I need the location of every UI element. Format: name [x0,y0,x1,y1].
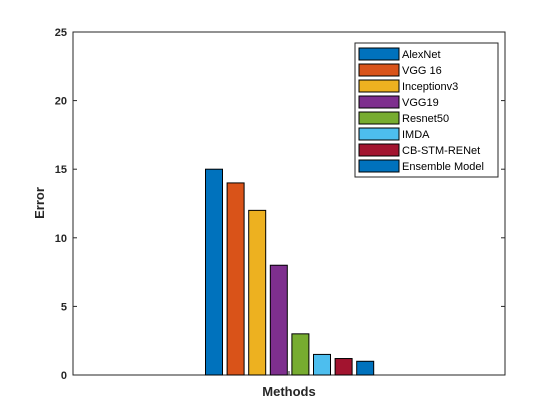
y-tick-label: 15 [55,164,67,176]
legend-swatch [358,63,400,77]
bar-alexnet [205,168,223,376]
legend-swatch [358,143,400,157]
y-tick-label: 25 [55,27,67,39]
y-tick-label: 0 [61,370,67,382]
bar-vgg19 [269,264,288,376]
legend-swatch [358,79,400,93]
legend-entry: CB-STM-RENet [402,145,480,157]
legend-entry: Resnet50 [402,113,449,125]
bar-imda [313,353,331,376]
legend-entry: AlexNet [402,49,441,61]
bar-inceptionv3 [248,209,267,376]
legend-entry: Inceptionv3 [402,81,458,93]
bar-cb-stm-renet [334,358,353,376]
y-axis-label: Error [32,187,47,219]
y-tick-label: 20 [55,96,67,108]
legend: AlexNet VGG 16 Inceptionv3 VGG19 Resnet50 IMD… [354,42,499,178]
y-tick-label: 5 [61,301,67,313]
legend-swatch [358,127,400,141]
bar-ensemble-model [356,360,375,376]
legend-swatch [358,47,400,61]
legend-swatch [358,111,400,125]
bars-group [205,168,375,376]
x-axis-label: Methods [262,384,315,399]
legend-swatch [358,95,400,109]
bar-vgg-16 [226,182,245,376]
y-tick-label: 10 [55,233,67,245]
legend-entry: Ensemble Model [402,161,484,173]
y-axis: 0 5 10 15 20 25 [55,27,505,382]
legend-swatch [358,159,400,173]
legend-entry: VGG 16 [402,65,442,77]
legend-entry: VGG19 [402,97,439,109]
legend-entry: IMDA [402,129,430,141]
bar-resnet50 [291,333,310,376]
